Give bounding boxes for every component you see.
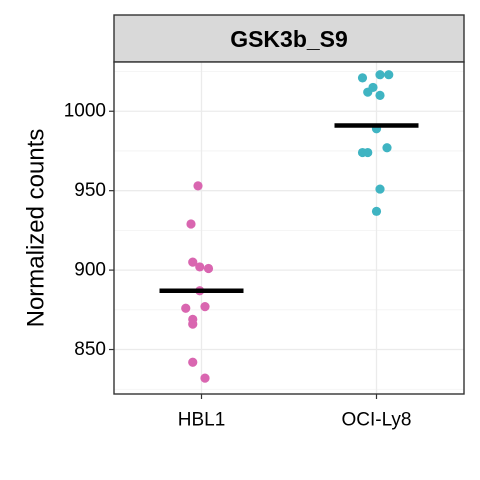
data-point xyxy=(200,373,210,383)
data-point xyxy=(375,184,385,194)
x-axis-ticks: HBL1 OCI-Ly8 xyxy=(178,394,412,431)
mean-lines xyxy=(159,123,419,293)
data-point xyxy=(203,263,214,274)
data-point xyxy=(195,262,205,272)
data-point xyxy=(382,143,392,153)
y-tick-label: 950 xyxy=(74,180,106,201)
chart-title: GSK3b_S9 xyxy=(230,26,348,52)
panel-border xyxy=(113,61,465,395)
y-axis-ticks: 850 900 950 1000 xyxy=(64,101,114,360)
y-tick-label: 900 xyxy=(74,260,106,281)
y-tick-label: 850 xyxy=(74,339,106,360)
data-point xyxy=(188,257,198,267)
y-tick-label: 1000 xyxy=(64,101,106,122)
plot-panel xyxy=(114,62,464,394)
grid-minor xyxy=(114,71,464,390)
data-point xyxy=(193,181,203,191)
data-point xyxy=(384,70,394,80)
data-point xyxy=(181,303,191,313)
data-point xyxy=(371,206,382,216)
x-tick-label: OCI-Ly8 xyxy=(341,410,411,431)
grid-major xyxy=(114,62,464,394)
x-tick-label: HBL1 xyxy=(178,410,226,431)
data-points xyxy=(181,70,394,383)
data-point xyxy=(200,302,210,312)
data-point xyxy=(375,70,385,80)
data-point xyxy=(363,87,373,97)
facet-strip xyxy=(113,14,465,63)
data-point xyxy=(188,357,198,367)
data-point xyxy=(188,319,198,329)
data-point xyxy=(363,147,373,158)
data-point xyxy=(186,219,196,229)
y-axis-title: Normalized counts xyxy=(23,129,50,328)
data-point xyxy=(357,73,368,83)
data-point xyxy=(375,90,385,100)
